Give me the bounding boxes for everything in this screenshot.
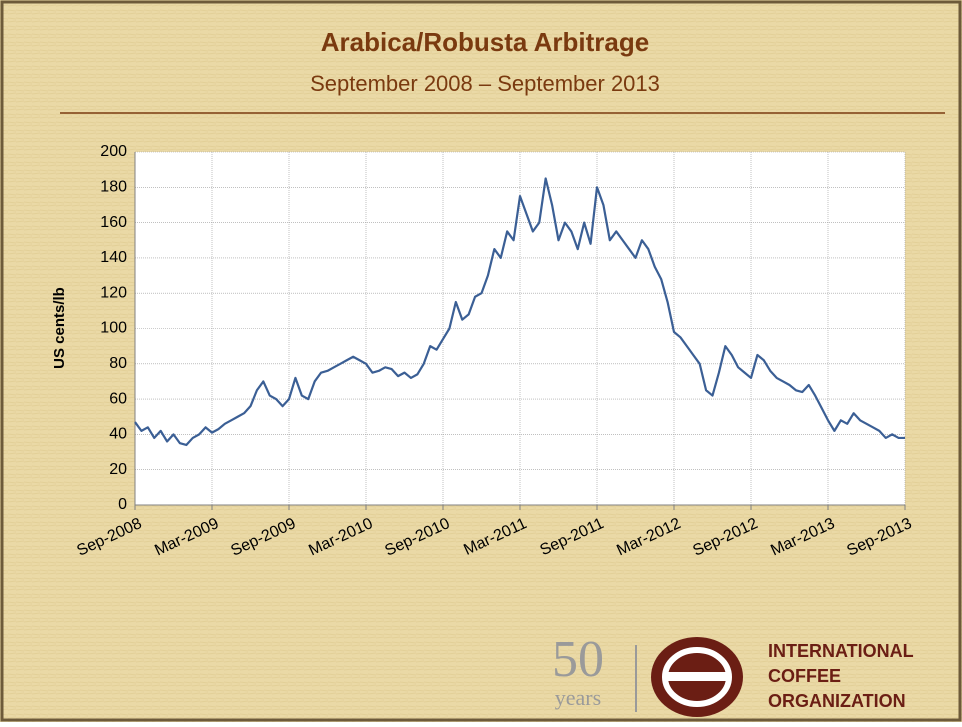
y-tick-label: 140 (100, 249, 127, 266)
y-tick-label: 160 (100, 214, 127, 231)
logo: 50 years INTERNATIONAL COFFEE ORGANIZATI… (552, 631, 914, 717)
logo-ring (662, 647, 732, 707)
y-tick-label: 120 (100, 284, 127, 301)
logo-bar (667, 672, 727, 681)
y-tick-label: 180 (100, 179, 127, 196)
y-tick-label: 20 (109, 461, 127, 478)
y-tick-label: 40 (109, 426, 127, 443)
y-tick-label: 200 (100, 143, 127, 160)
chart-subtitle: September 2008 – September 2013 (310, 71, 660, 96)
data-line (134, 177, 905, 447)
y-tick-label: 80 (109, 355, 127, 372)
logo-text: ORGANIZATION (768, 691, 906, 711)
y-tick-label: 0 (118, 496, 127, 513)
logo-number: 50 (552, 631, 604, 688)
logo-years: years (555, 685, 601, 710)
y-axis-label: US cents/lb (51, 287, 68, 369)
chart-title: Arabica/Robusta Arbitrage (321, 27, 649, 57)
logo-text: INTERNATIONAL (768, 641, 914, 661)
y-tick-label: 60 (109, 390, 127, 407)
logo-text: COFFEE (768, 666, 841, 686)
y-tick-label: 100 (100, 320, 127, 337)
